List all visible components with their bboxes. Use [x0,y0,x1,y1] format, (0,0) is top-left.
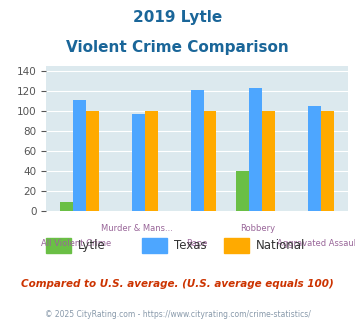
Bar [262,111,275,211]
Bar [321,111,334,211]
Text: Compared to U.S. average. (U.S. average equals 100): Compared to U.S. average. (U.S. average … [21,279,334,289]
Bar [86,111,99,211]
Bar [60,202,73,211]
Text: Lytle: Lytle [78,239,106,252]
Text: Rape: Rape [186,239,208,248]
Text: National: National [256,239,305,252]
Bar [73,100,86,211]
Text: Texas: Texas [174,239,207,252]
Bar [132,114,144,211]
Text: All Violent Crime: All Violent Crime [41,239,111,248]
Text: Aggravated Assault: Aggravated Assault [277,239,355,248]
Text: Murder & Mans...: Murder & Mans... [101,224,173,233]
Bar [144,111,158,211]
Bar [308,106,321,211]
Text: Robbery: Robbery [240,224,275,233]
Text: © 2025 CityRating.com - https://www.cityrating.com/crime-statistics/: © 2025 CityRating.com - https://www.city… [45,310,310,319]
Text: 2019 Lytle: 2019 Lytle [133,10,222,25]
Bar [203,111,217,211]
Text: Violent Crime Comparison: Violent Crime Comparison [66,40,289,54]
Bar [250,88,262,211]
Bar [236,171,250,211]
Bar [191,90,203,211]
